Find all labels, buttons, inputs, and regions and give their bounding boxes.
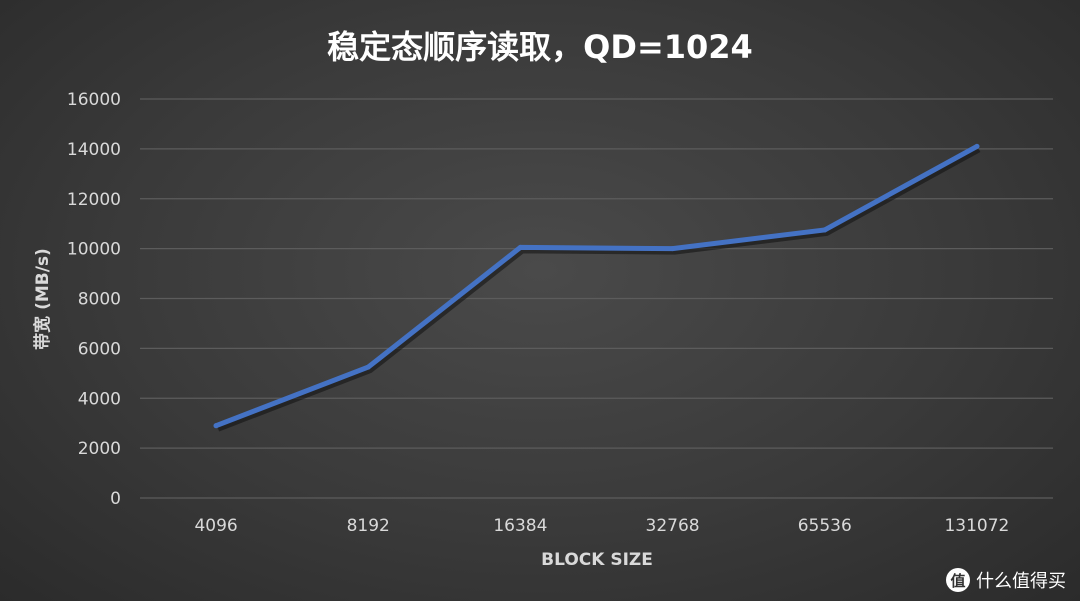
y-tick-label: 2000 [78, 439, 121, 459]
watermark-text: 什么值得买 [976, 571, 1066, 592]
x-tick-label: 32768 [646, 516, 700, 536]
y-tick-label: 8000 [78, 290, 121, 310]
y-tick-label: 6000 [78, 339, 121, 359]
data-point [974, 143, 980, 149]
y-tick-label: 16000 [67, 90, 121, 110]
data-point [213, 423, 219, 429]
series-line-shadow [217, 146, 981, 432]
y-tick-label: 14000 [67, 140, 121, 160]
y-axis-label: 带宽 (MB/s) [32, 248, 53, 350]
y-axis-tick-labels: 0 2000 4000 6000 8000 10000 12000 14000 16000 [67, 90, 121, 509]
gridlines [140, 98, 1053, 499]
x-tick-label: 4096 [194, 516, 237, 536]
watermark-logo-icon: 值 [946, 568, 970, 592]
x-tick-label: 16384 [493, 516, 547, 536]
y-tick-label: 12000 [67, 190, 121, 210]
y-tick-label: 4000 [78, 389, 121, 409]
data-point [670, 246, 676, 252]
x-tick-label: 8192 [347, 516, 390, 536]
data-point [517, 244, 523, 250]
x-tick-label: 65536 [798, 516, 852, 536]
chart-title: 稳定态顺序读取，QD=1024 [327, 28, 753, 66]
watermark: 值 什么值得买 [946, 567, 1066, 593]
series-line [213, 143, 980, 429]
x-tick-label: 131072 [944, 516, 1009, 536]
series-layer [213, 143, 981, 432]
data-point [365, 364, 371, 370]
x-axis-label: BLOCK SIZE [541, 550, 653, 570]
y-tick-label: 10000 [67, 240, 121, 260]
data-point [822, 227, 828, 233]
x-axis-tick-labels: 4096 8192 16384 32768 65536 131072 [194, 516, 1009, 536]
y-tick-label: 0 [110, 489, 121, 509]
